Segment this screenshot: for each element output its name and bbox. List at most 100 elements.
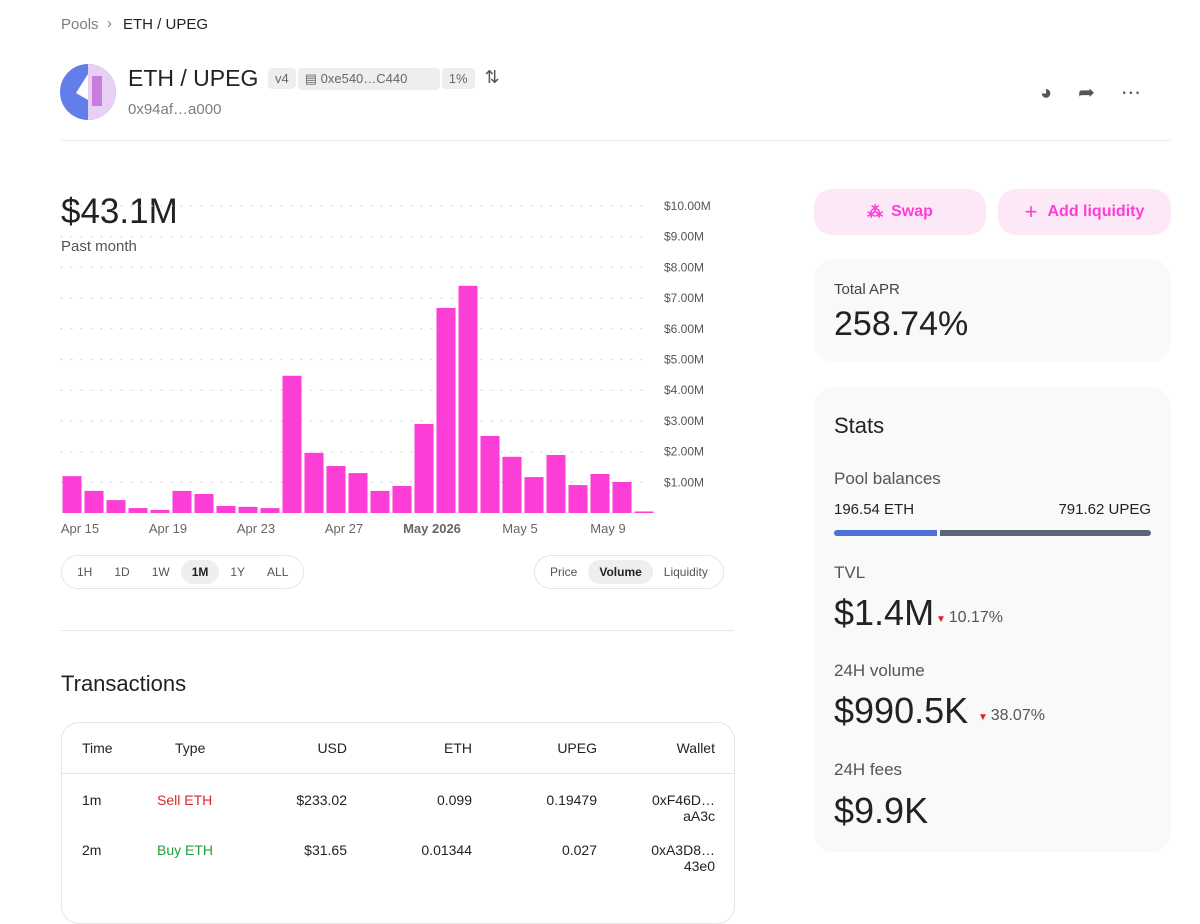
bar bbox=[590, 474, 610, 513]
x-tick-label: Apr 23 bbox=[237, 521, 275, 536]
summary-period: Past month bbox=[61, 238, 137, 255]
bar bbox=[370, 490, 390, 513]
range-option[interactable]: 1D bbox=[114, 565, 130, 579]
address: 0xe540…C440 bbox=[320, 71, 408, 86]
cell: 0.099 bbox=[436, 792, 472, 808]
range-option[interactable]: 1M bbox=[180, 560, 220, 584]
header-actions[interactable]: ◕➦⋯ bbox=[1040, 82, 1167, 104]
bar bbox=[458, 285, 478, 513]
balance-upeg: 791.62 UPEG bbox=[1058, 501, 1151, 518]
cell: 0.19479 bbox=[546, 792, 597, 808]
summary-value: $43.1M bbox=[61, 192, 178, 231]
divider bbox=[61, 630, 734, 631]
add-label: Add liquidity bbox=[1047, 203, 1145, 220]
swap-order[interactable]: ⇅ bbox=[484, 67, 500, 87]
bar bbox=[480, 435, 500, 513]
volume-change-value: 38.07% bbox=[990, 707, 1045, 724]
y-tick-label: $6.00M bbox=[664, 322, 704, 336]
x-tick-label: Apr 15 bbox=[61, 521, 99, 536]
range-option[interactable]: 1W bbox=[151, 565, 170, 579]
bar bbox=[216, 505, 236, 513]
apr-value: 258.74% bbox=[834, 305, 969, 343]
y-tick-label: $5.00M bbox=[664, 353, 704, 367]
bar bbox=[62, 476, 82, 513]
breadcrumb-sep: › bbox=[107, 15, 112, 32]
bar bbox=[238, 506, 258, 513]
column-header[interactable]: Type bbox=[175, 740, 206, 756]
tvl-label: TVL bbox=[834, 563, 866, 582]
bar bbox=[568, 485, 588, 513]
volume-value: $990.5K bbox=[834, 690, 969, 731]
bar bbox=[106, 500, 126, 513]
cell: $233.02 bbox=[296, 792, 347, 808]
y-tick-label: $10.00M bbox=[664, 199, 711, 213]
transactions-title: Transactions bbox=[61, 671, 187, 696]
address-tag[interactable]: ▤ 0xe540…C440 bbox=[297, 68, 440, 90]
balance-bar-eth bbox=[834, 530, 937, 536]
transaction-row[interactable]: 1m Sell ETH $233.02 0.099 0.19479 0xF46D…aA3c bbox=[62, 775, 734, 825]
balance-bar-upeg bbox=[940, 530, 1151, 536]
fee-tag: 1% bbox=[441, 68, 475, 89]
range-option[interactable]: 1H bbox=[77, 565, 93, 579]
swap-button[interactable]: ⁂ Swap bbox=[814, 189, 986, 235]
column-header: Time bbox=[82, 740, 113, 756]
fees-label: 24H fees bbox=[834, 760, 903, 779]
bar bbox=[84, 490, 104, 513]
balances-label: Pool balances bbox=[834, 469, 941, 488]
stats-title: Stats bbox=[834, 413, 885, 438]
range-option[interactable]: 1Y bbox=[230, 565, 246, 579]
range-option[interactable]: ALL bbox=[267, 565, 289, 579]
y-tick-label: $4.00M bbox=[664, 383, 704, 397]
page: Pools › ETH / UPEG ETH / UPEG v4 ▤ 0xe540… bbox=[60, 15, 1171, 924]
table-header: Time Type USD ETH UPEG Wallet bbox=[62, 723, 734, 774]
cell: 0xF46D…aA3c bbox=[651, 792, 715, 824]
tvl-value: $1.4M bbox=[834, 592, 935, 633]
bar bbox=[194, 493, 214, 513]
pair-tags: v4 ▤ 0xe540…C440 1% ⇅ bbox=[268, 67, 500, 90]
bar bbox=[546, 454, 566, 513]
bar bbox=[524, 477, 544, 513]
transaction-row[interactable]: 2m Buy ETH $31.65 0.01344 0.027 0xA3D8…43e0 bbox=[62, 825, 734, 875]
column-header: UPEG bbox=[557, 740, 597, 756]
version-tag: v4 bbox=[268, 68, 296, 89]
bar bbox=[150, 509, 170, 513]
y-tick-label: $9.00M bbox=[664, 230, 704, 244]
y-tick-label: $7.00M bbox=[664, 291, 704, 305]
tvl-change: ▼ 10.17% bbox=[936, 609, 1003, 626]
bar bbox=[436, 307, 456, 513]
breadcrumb-root[interactable]: Pools bbox=[61, 16, 99, 33]
mode-option[interactable]: Price bbox=[550, 565, 578, 579]
x-tick-label: Apr 27 bbox=[325, 521, 363, 536]
bar bbox=[304, 452, 324, 513]
column-header: ETH bbox=[444, 740, 472, 756]
cell: Buy ETH bbox=[157, 842, 214, 858]
bar bbox=[502, 456, 522, 513]
column-header: USD bbox=[317, 740, 347, 756]
balance-eth: 196.54 ETH bbox=[834, 501, 915, 518]
cell: 0.027 bbox=[561, 842, 597, 858]
bar bbox=[260, 508, 280, 513]
cell: Sell ETH bbox=[157, 792, 213, 808]
bar bbox=[326, 466, 346, 513]
mode-option[interactable]: Volume bbox=[588, 560, 653, 584]
cell: 1m bbox=[82, 792, 102, 808]
bar bbox=[392, 485, 412, 513]
bar bbox=[172, 490, 192, 513]
range-selector: 1H 1D 1W 1M 1Y ALL bbox=[61, 555, 305, 589]
cell: 2m bbox=[82, 842, 102, 858]
bar bbox=[634, 511, 654, 513]
mode-selector: Price Volume Liquidity bbox=[534, 555, 724, 589]
pair-title: ETH / UPEG bbox=[128, 65, 259, 91]
apr-label: Total APR bbox=[834, 281, 900, 298]
divider bbox=[61, 140, 1171, 141]
add-liquidity-button[interactable]: + Add liquidity bbox=[998, 189, 1171, 235]
volume-change: ▼ 38.07% bbox=[978, 707, 1045, 724]
column-header: Wallet bbox=[676, 740, 715, 756]
mode-option[interactable]: Liquidity bbox=[663, 565, 708, 579]
pool-id[interactable]: 0x94af…a000 bbox=[128, 101, 222, 118]
bar bbox=[282, 375, 302, 513]
bar bbox=[414, 423, 434, 513]
y-tick-label: $8.00M bbox=[664, 260, 704, 274]
cell: 0xA3D8…43e0 bbox=[651, 842, 715, 874]
x-tick-label: May 9 bbox=[590, 521, 625, 536]
